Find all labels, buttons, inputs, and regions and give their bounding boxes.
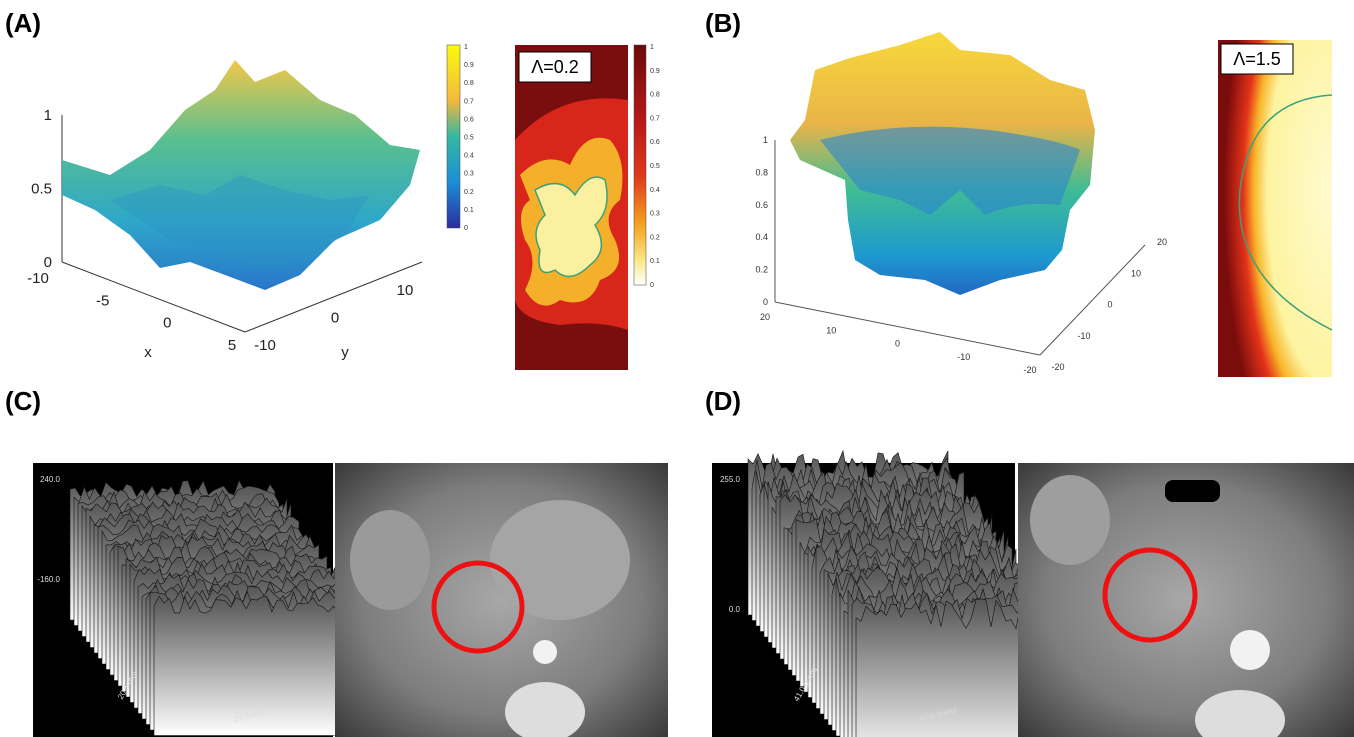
tick-label: 0.6	[650, 139, 660, 146]
tick-label: 0.8	[650, 92, 660, 99]
tick-label: 0.1	[650, 258, 660, 265]
tick-label: 0	[763, 297, 768, 307]
heatmap: Λ=0.2	[515, 45, 628, 370]
ct-image	[1018, 463, 1354, 737]
tick-label: 10	[826, 325, 836, 335]
surface-plot	[62, 60, 422, 332]
tick-label: 0.5	[650, 163, 660, 170]
tick-label: 0.4	[464, 153, 474, 160]
tick-label: 0	[163, 315, 171, 332]
colorbar-ticks: 1 0.9 0.8 0.7 0.6 0.5 0.4 0.3 0.2 0.1 0	[650, 44, 660, 289]
tick-label: 0.4	[650, 187, 660, 194]
tick-label: 0.1	[464, 207, 474, 214]
tick-label: 0.9	[464, 62, 474, 69]
panel-label: (D)	[705, 386, 741, 416]
tick-label: 1	[464, 44, 468, 51]
colorbar	[447, 45, 460, 228]
tick-label: 10	[1131, 268, 1141, 278]
annotation: Λ=1.5	[1233, 49, 1281, 69]
tick-label: 0	[895, 339, 900, 349]
tick-label: 0.7	[650, 115, 660, 122]
panel-label: (C)	[5, 386, 41, 416]
tick-label: 0	[650, 282, 654, 289]
tick-label: -20	[1023, 365, 1036, 375]
tick-label: -10	[957, 352, 970, 362]
tick-label: 5	[228, 337, 236, 354]
tick-label: 10	[397, 282, 414, 299]
colorbar	[634, 45, 646, 285]
tick-label: 0	[331, 310, 339, 327]
tick-label: 0.2	[650, 234, 660, 241]
tick-label: 0.2	[755, 265, 768, 275]
axis-label: x	[144, 344, 152, 361]
tick-label: 0	[1107, 300, 1112, 310]
tick-label: 0.3	[464, 171, 474, 178]
tick-label: -10	[254, 337, 276, 354]
tick-label: 0.4	[755, 232, 768, 242]
annotation: Λ=0.2	[531, 57, 579, 77]
tick-label: 0.6	[464, 116, 474, 123]
panel-label: (B)	[705, 8, 741, 38]
tick-label: 0.6	[755, 200, 768, 210]
heatmap: Λ=1.5	[1218, 40, 1332, 377]
z-label: 0.0	[729, 605, 741, 614]
tick-label: 0.8	[755, 167, 768, 177]
tick-label: 1	[763, 135, 768, 145]
tick-label: 0	[44, 254, 52, 271]
tick-label: 20	[1157, 237, 1167, 247]
z-label: 255.0	[720, 475, 741, 484]
tick-label: 0.5	[31, 181, 52, 198]
tick-label: 1	[650, 44, 654, 51]
tick-label: -5	[96, 292, 109, 309]
z-label: 240.0	[40, 475, 61, 484]
ct-image	[335, 463, 668, 737]
tick-label: 0.8	[464, 80, 474, 87]
colorbar-ticks: 1 0.9 0.8 0.7 0.6 0.5 0.4 0.3 0.2 0.1 0	[464, 44, 474, 232]
tick-label: -20	[1051, 362, 1064, 372]
panel-label: (A)	[5, 8, 41, 38]
tick-label: 0	[464, 225, 468, 232]
tick-label: 0.5	[464, 135, 474, 142]
tick-label: 0.7	[464, 98, 474, 105]
figure: (A) 10.50-10-505-10010xy 10.90.80.70.60.…	[0, 0, 1354, 737]
z-label: -160.0	[37, 575, 60, 584]
surface-plot	[775, 32, 1145, 355]
tick-label: 20	[760, 312, 770, 322]
tick-label: 0.9	[650, 68, 660, 75]
tick-label: 0.3	[650, 211, 660, 218]
tick-label: 1	[44, 107, 52, 124]
tick-label: 0.2	[464, 189, 474, 196]
axis-label: y	[341, 344, 349, 361]
tick-label: -10	[27, 270, 49, 287]
tick-label: -10	[1077, 331, 1090, 341]
